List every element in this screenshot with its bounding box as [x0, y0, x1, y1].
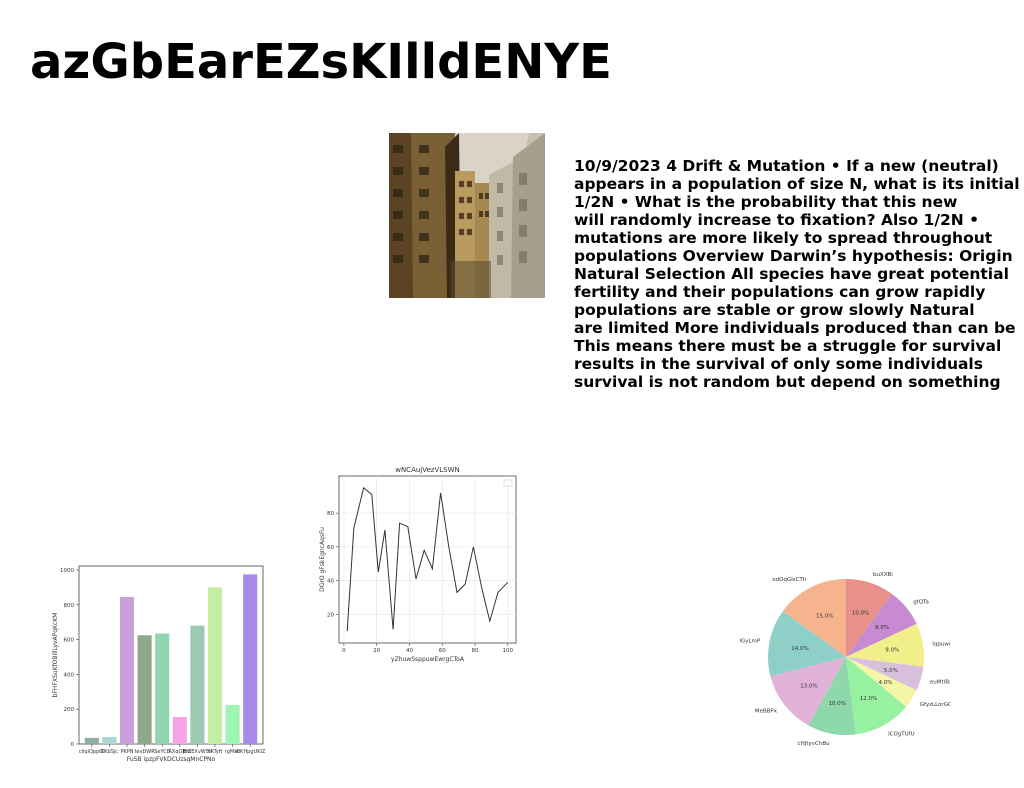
- pie-slice: [782, 579, 846, 657]
- body-text-line: Natural Selection All species have great…: [574, 265, 1009, 283]
- pie-chart: 10.0% buXXBi 8.0% gfQTa 9.0% lqpuwm 5.0% euMtlB…: [740, 572, 950, 747]
- bar-xtick-label: RXqOJHZ: [168, 749, 191, 755]
- line-xtick-label: 20: [373, 648, 380, 654]
- bar: [155, 633, 170, 744]
- pie-slice: [846, 657, 907, 735]
- line-chart-title: wNCAujVezVLSWN: [395, 466, 460, 474]
- pie-slice: [846, 623, 924, 667]
- line-xtick-label: 80: [472, 648, 479, 654]
- bar-ytick-label: 200: [64, 707, 75, 713]
- body-text-line: 10/9/2023 4 Drift & Mutation • If a new …: [574, 157, 999, 175]
- line-ytick-label: 20: [327, 612, 334, 618]
- pie-slice-label: gfQTa: [913, 599, 929, 605]
- pie-slice-label: gZtedGyLmP: [740, 639, 761, 645]
- bar-xtick-label: BmEXvWSII: [183, 749, 212, 755]
- line-ytick-label: 60: [327, 545, 334, 551]
- bar-ytick-label: 0: [71, 742, 75, 748]
- line-xtick-label: 40: [406, 648, 413, 654]
- pie-slice: [770, 657, 846, 726]
- body-text-line: This means there must be a struggle for …: [574, 337, 1002, 355]
- line-chart-frame: [338, 475, 517, 644]
- bar-xtick-label: SeYCB: [154, 749, 171, 755]
- bar: [190, 625, 205, 744]
- line-xtick-label: 60: [439, 648, 446, 654]
- line-chart-ylabel: DGrO gFskEgncAqsFu: [319, 527, 326, 592]
- pie-pct-label: 8.0%: [875, 625, 889, 631]
- body-text-line: mutations are more likely to spread thro…: [574, 229, 993, 247]
- body-text-line: 1/2N • What is the probability that this…: [574, 193, 958, 211]
- pie-slice: [808, 657, 856, 735]
- pie-slice-label: euMtlBxDZ: [930, 679, 950, 685]
- pie-slice-label: lqpuwm: [932, 641, 950, 647]
- line-ytick-label: 80: [327, 511, 334, 517]
- bar-xtick-label: ICKHpgUKIZ: [235, 749, 266, 755]
- line-series: [346, 486, 509, 632]
- body-text-line: are limited More individuals produced th…: [574, 319, 1016, 337]
- pie-pct-label: 9.0%: [885, 648, 899, 654]
- body-text-line: appears in a population of size N, what …: [574, 175, 1020, 193]
- bar-ytick-label: 600: [64, 638, 75, 644]
- bar-ytick-label: 400: [64, 672, 75, 678]
- pie-pct-label: 14.0%: [791, 646, 808, 652]
- bar-ytick-label: 1000: [60, 568, 74, 574]
- pie-slice-label: cHJtyvChBu: [798, 741, 830, 747]
- bar: [207, 587, 223, 744]
- body-text: 10/9/2023 4 Drift & Mutation • If a new …: [574, 157, 1024, 391]
- bar: [243, 574, 258, 744]
- bar-chart-xlabel: FuSB ipzpFVkDCUzsqMnCPNo: [127, 756, 216, 763]
- pie-pct-label: 5.0%: [884, 668, 898, 674]
- line-xtick-label: 0: [342, 648, 346, 654]
- pie-slice-label: lCOgTUfU: [888, 732, 915, 738]
- bar-chart-frame: [78, 565, 264, 745]
- bar: [172, 717, 187, 744]
- bar-xtick-label: cilqiQppOI: [79, 749, 105, 755]
- line-chart-xlabel: yZhuwSsppuwEwrgCToA: [391, 656, 465, 663]
- bar-ytick-label: 800: [64, 603, 75, 609]
- body-text-line: populations Overview Darwin’s hypothesis…: [574, 247, 1013, 265]
- pie-slice-label: GfyzLLorGG: [920, 702, 950, 708]
- pie-slice-label: MeBBPx: [755, 709, 778, 715]
- body-text-line: results in the survival of only some ind…: [574, 355, 983, 373]
- pie-slice-label: odOqGlsCTh: [772, 577, 807, 583]
- line-xtick-label: 100: [503, 648, 514, 654]
- bar-xtick-label: PKPN: [120, 749, 133, 755]
- body-text-line: will randomly increase to fixation? Also…: [574, 211, 980, 229]
- bar: [137, 635, 152, 744]
- line-ytick-label: 40: [327, 579, 334, 585]
- body-text-line: survival is not random but depend on som…: [574, 373, 1001, 391]
- bar-xtick-label: CKbSjc: [101, 749, 119, 755]
- bar: [225, 704, 240, 744]
- pie-pct-label: 10.0%: [828, 701, 845, 707]
- bar: [84, 737, 99, 744]
- pie-slice: [846, 657, 917, 707]
- page-title: azGbEarEZsKIlldENYE: [30, 34, 612, 90]
- bar-xtick-label: hKTyft: [208, 749, 223, 755]
- body-text-line: populations are stable or grow slowly Na…: [574, 301, 975, 319]
- pie-slice: [846, 579, 892, 657]
- pie-slice: [767, 611, 846, 677]
- pie-pct-label: 12.0%: [860, 696, 877, 702]
- bar: [119, 596, 135, 744]
- pie-pct-label: 13.0%: [800, 684, 817, 690]
- bar-chart-ylabel: bFHFXSuKfOBIllLyvAPqKcKM: [52, 613, 59, 698]
- bar-xtick-label: tevDWR: [134, 749, 155, 755]
- pie-slice-label: buXXBi: [873, 572, 893, 578]
- bar: [102, 737, 117, 744]
- pie-slice: [846, 593, 917, 657]
- pie-pct-label: 15.0%: [816, 613, 833, 619]
- city-street-photo: [389, 133, 545, 298]
- pie-slice: [846, 657, 924, 691]
- pie-pct-label: 4.0%: [879, 680, 893, 686]
- body-text-line: fertility and their populations can grow…: [574, 283, 986, 301]
- pie-pct-label: 10.0%: [852, 611, 869, 617]
- bar-xtick-label: rgMah: [225, 749, 241, 755]
- line-chart: wNCAujVezVLSWN 0 20 40 60 80 100 20 40 60 80 yZhu…: [319, 466, 517, 663]
